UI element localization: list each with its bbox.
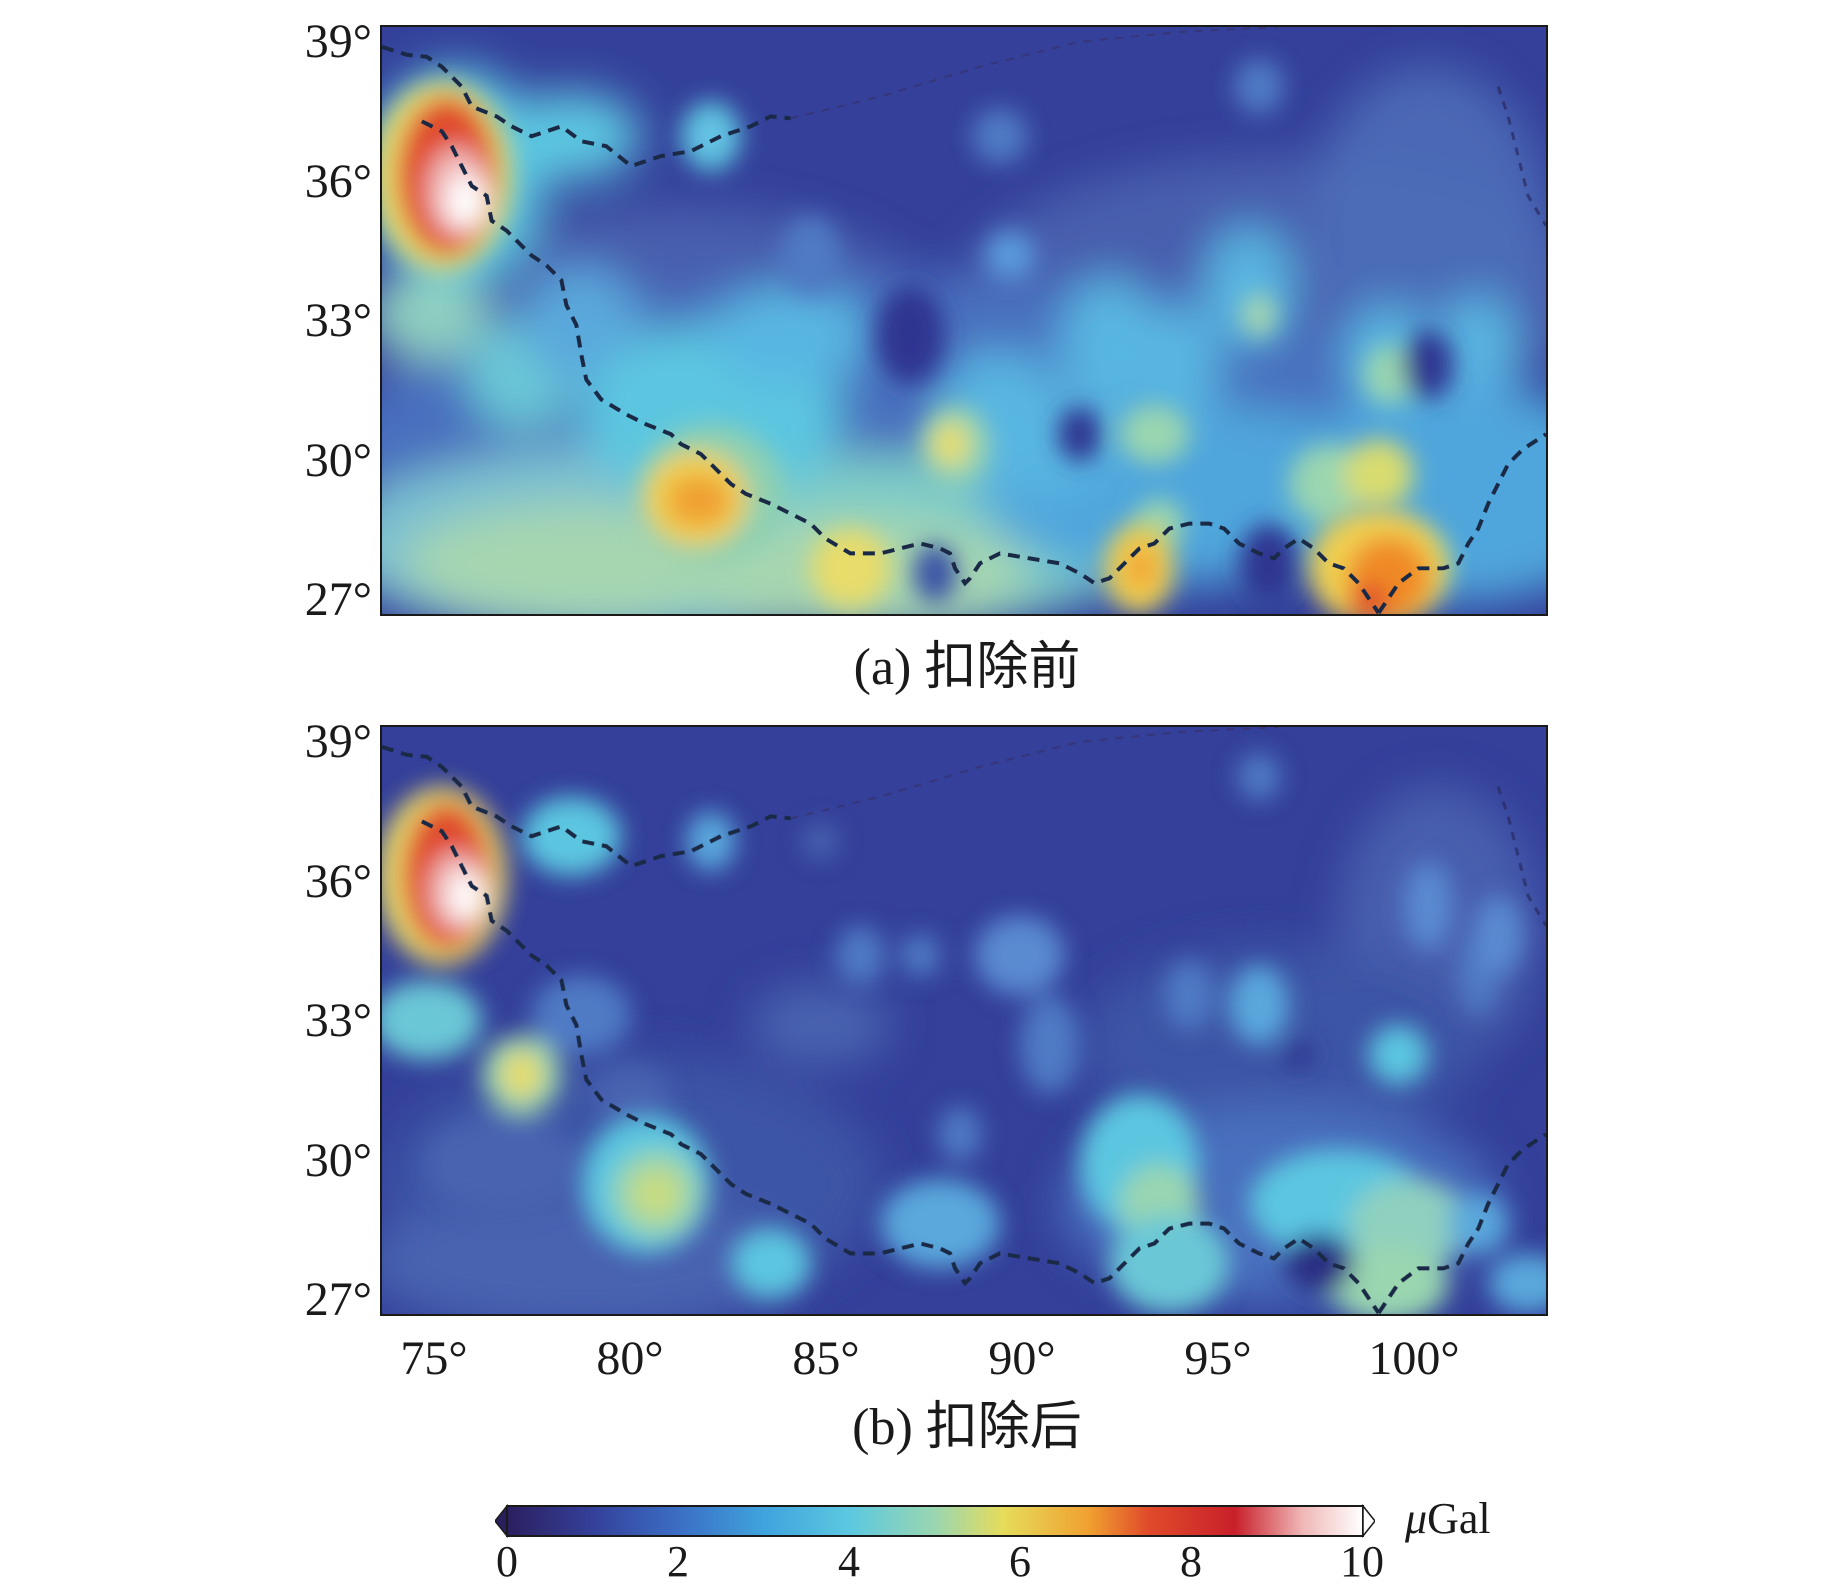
x-label-75: 75° xyxy=(400,1332,468,1385)
colorbar-tick-2: 2 xyxy=(667,1537,689,1586)
x-label-80: 80° xyxy=(596,1332,664,1385)
y-label-b-36: 36° xyxy=(304,855,372,908)
x-label-90: 90° xyxy=(988,1332,1056,1385)
y-label-a-39: 39° xyxy=(304,15,372,68)
y-label-b-39: 39° xyxy=(304,715,372,768)
colorbar-tick-8: 8 xyxy=(1180,1537,1202,1586)
colorbar-tick-6: 6 xyxy=(1009,1537,1031,1586)
y-label-b-30: 30° xyxy=(304,1134,372,1187)
map-panel-before xyxy=(380,25,1548,616)
y-label-a-27: 27° xyxy=(304,573,372,626)
colorbar-unit: μGal xyxy=(1405,1497,1491,1541)
y-label-a-30: 30° xyxy=(304,434,372,487)
colorbar-gradient xyxy=(494,1503,1376,1539)
y-label-b-27: 27° xyxy=(304,1273,372,1326)
colorbar-tick-4: 4 xyxy=(838,1537,860,1586)
unit-text: Gal xyxy=(1427,1494,1491,1543)
y-label-a-33: 33° xyxy=(304,294,372,347)
x-label-100: 100° xyxy=(1368,1332,1460,1385)
y-label-a-36: 36° xyxy=(304,155,372,208)
map-panel-after xyxy=(380,725,1548,1316)
anomaly-map-after xyxy=(382,727,1546,1314)
y-label-b-33: 33° xyxy=(304,994,372,1047)
caption-before: (a) 扣除前 xyxy=(853,639,1081,696)
colorbar-tick-0: 0 xyxy=(496,1537,518,1586)
anomaly-map-before xyxy=(382,27,1546,614)
colorbar-tick-10: 10 xyxy=(1340,1537,1384,1586)
x-label-85: 85° xyxy=(792,1332,860,1385)
x-label-95: 95° xyxy=(1184,1332,1252,1385)
unit-symbol: μ xyxy=(1405,1494,1428,1543)
colorbar xyxy=(494,1503,1376,1539)
caption-after: (b) 扣除后 xyxy=(852,1399,1082,1456)
